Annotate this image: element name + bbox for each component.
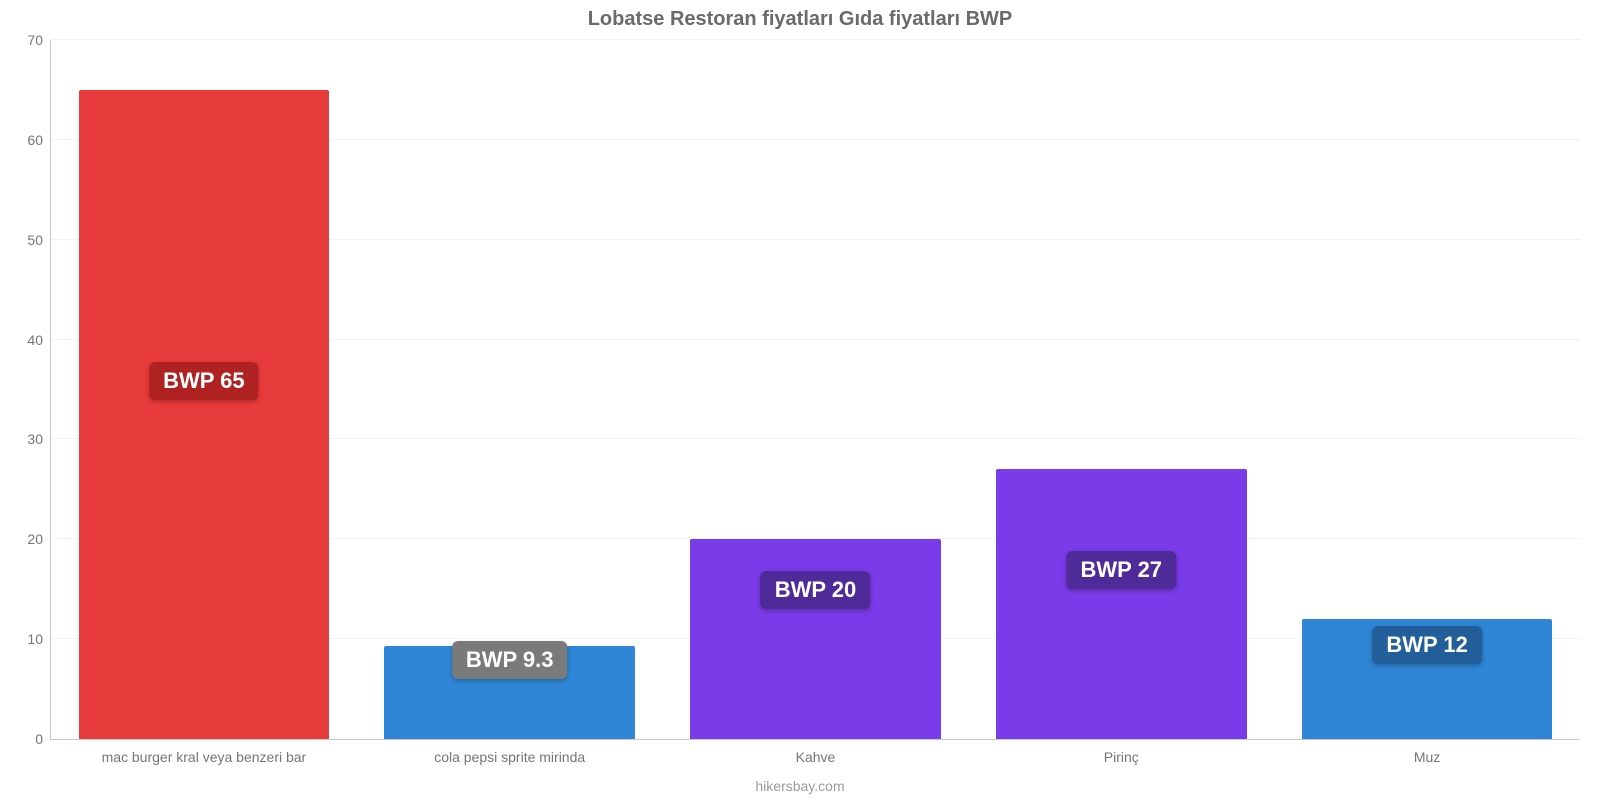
bar [690,539,941,739]
x-tick-label: Kahve [796,739,836,765]
x-tick-label: Pirinç [1104,739,1139,765]
value-badge: BWP 65 [149,362,259,400]
y-tick-label: 50 [27,232,51,248]
bar-slot: BWP 65mac burger kral veya benzeri bar [51,40,357,739]
value-badge: BWP 20 [761,571,871,609]
y-tick-label: 0 [35,731,51,747]
value-badge: BWP 9.3 [452,641,568,679]
y-tick-label: 10 [27,631,51,647]
bar [79,90,330,739]
bar-slot: BWP 20Kahve [663,40,969,739]
y-tick-label: 30 [27,431,51,447]
value-badge: BWP 27 [1067,551,1177,589]
y-tick-label: 70 [27,32,51,48]
plot-area: 010203040506070BWP 65mac burger kral vey… [50,40,1580,740]
value-badge: BWP 12 [1372,626,1482,664]
bar-slot: BWP 9.3cola pepsi sprite mirinda [357,40,663,739]
x-tick-label: cola pepsi sprite mirinda [434,739,585,765]
x-tick-label: Muz [1414,739,1440,765]
chart-title: Lobatse Restoran fiyatları Gıda fiyatlar… [0,8,1600,31]
y-tick-label: 20 [27,531,51,547]
bar-slot: BWP 12Muz [1274,40,1580,739]
bar-slot: BWP 27Pirinç [968,40,1274,739]
bar-chart: Lobatse Restoran fiyatları Gıda fiyatlar… [0,0,1600,800]
y-tick-label: 60 [27,132,51,148]
x-tick-label: mac burger kral veya benzeri bar [102,739,307,765]
chart-attribution: hikersbay.com [0,778,1600,794]
bar [996,469,1247,739]
y-tick-label: 40 [27,332,51,348]
